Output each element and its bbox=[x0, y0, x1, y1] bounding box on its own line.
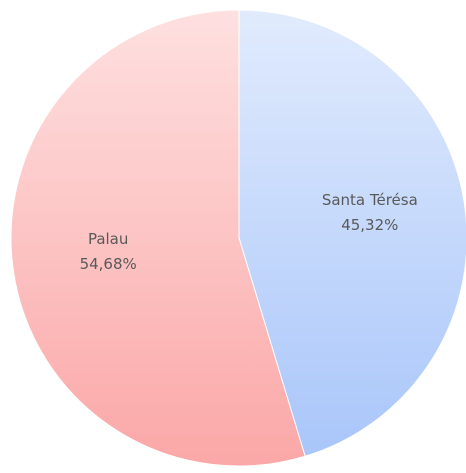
slice-value-label: 54,68% bbox=[80, 255, 137, 273]
slice-category-label: Santa Térésa bbox=[322, 191, 418, 209]
slice-value-label: 45,32% bbox=[341, 216, 398, 234]
pie-slice bbox=[238, 9, 466, 457]
pie-slice bbox=[10, 9, 306, 467]
slice-category-label: Palau bbox=[88, 230, 128, 248]
